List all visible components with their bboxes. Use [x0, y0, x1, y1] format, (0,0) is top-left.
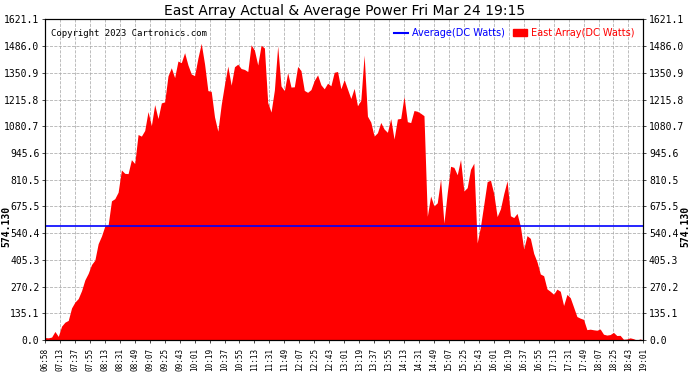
Text: Copyright 2023 Cartronics.com: Copyright 2023 Cartronics.com [51, 29, 207, 38]
Title: East Array Actual & Average Power Fri Mar 24 19:15: East Array Actual & Average Power Fri Ma… [164, 4, 525, 18]
Text: 574.130: 574.130 [680, 206, 690, 247]
Legend: Average(DC Watts), East Array(DC Watts): Average(DC Watts), East Array(DC Watts) [390, 24, 638, 42]
Text: 574.130: 574.130 [1, 206, 11, 247]
